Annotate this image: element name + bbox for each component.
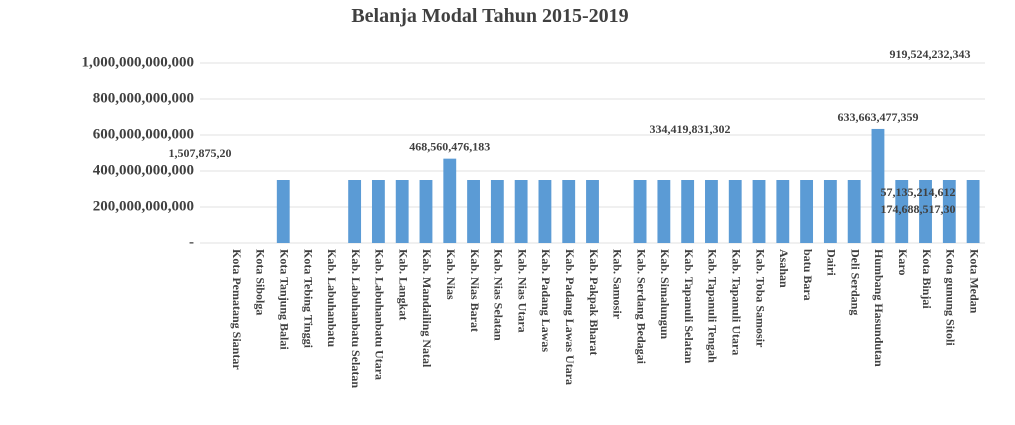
x-tick-label: Kab. Serdang Bedagai — [634, 249, 648, 365]
bar — [395, 180, 409, 243]
x-tick-label: Dairi — [825, 249, 839, 276]
annotation: 919,524,232,343 — [890, 47, 971, 61]
x-tick-label: Kota Pematang Siantar — [230, 249, 244, 370]
x-tick-label: batu Bara — [801, 249, 815, 301]
x-tick-label: Karo — [896, 249, 910, 275]
x-tick-label: Kab. Langkat — [396, 249, 410, 320]
bar — [633, 180, 647, 243]
bar — [776, 180, 790, 243]
x-tick-label: Kab. Mandailing Natal — [420, 249, 434, 368]
x-tick-label: Kab. Nias Barat — [468, 249, 482, 332]
bar — [657, 180, 671, 243]
bar — [681, 180, 695, 243]
bar — [562, 180, 576, 243]
bar — [514, 180, 528, 243]
bar — [847, 180, 861, 243]
bar — [752, 180, 766, 243]
bar — [705, 180, 718, 243]
annotation: 334,419,831,302 — [650, 122, 731, 136]
x-tick-label: Kab. Nias Utara — [515, 249, 529, 333]
bar — [586, 180, 599, 243]
bar — [966, 180, 980, 243]
x-tick-label: Asahan — [777, 249, 791, 288]
annotation: 57,135,214,612 — [881, 185, 956, 199]
x-tick-label: Kota Binjai — [920, 249, 934, 309]
bar — [371, 180, 385, 243]
x-tick-label: Kab. Tapanuli Tengah — [706, 249, 720, 363]
chart-title: Belanja Modal Tahun 2015-2019 — [351, 5, 628, 27]
x-tick-label: Kab. Labuhanbatu Selatan — [349, 249, 363, 388]
bar — [467, 180, 480, 243]
bar — [728, 180, 742, 243]
bar — [348, 180, 362, 243]
bar — [823, 180, 837, 243]
x-tick-label: Kab. Simalungun — [658, 249, 672, 339]
x-tick-label: Kota gunung Sitoli — [944, 249, 958, 346]
annotation: 1,507,875,20 — [169, 146, 232, 160]
bar — [871, 128, 885, 243]
y-tick-label: 1,000,000,000,000 — [82, 54, 195, 70]
x-tick-label: Kab. Nias Selatan — [492, 249, 506, 341]
bar — [919, 180, 932, 243]
x-tick-label: Kab. Pakpak Bharat — [587, 249, 601, 355]
x-tick-label: Kab. Samosir — [611, 249, 625, 320]
x-tick-label: Humbang Hasundutan — [872, 249, 886, 367]
x-tick-label: Kota Medan — [967, 249, 981, 314]
x-tick-label: Kab. Padang Lawas Utara — [563, 249, 577, 385]
bar — [538, 180, 552, 243]
bar — [800, 180, 814, 243]
bar — [490, 180, 504, 243]
y-tick-label: 200,000,000,000 — [93, 198, 194, 214]
x-tick-label: Kab. Nias — [444, 249, 458, 300]
value-label: 633,663,477,359 — [837, 110, 918, 124]
x-tick-label: Kab. Labuhanbatu Utara — [373, 249, 387, 380]
value-label: 468,560,476,183 — [409, 140, 490, 154]
x-tick-label: Kota Tebing Tinggi — [301, 249, 315, 349]
y-tick-label: 600,000,000,000 — [93, 126, 194, 142]
annotation: 174,688,517,30 — [881, 202, 956, 216]
bar — [895, 180, 909, 243]
y-tick-label: - — [189, 234, 194, 250]
bar — [443, 158, 457, 243]
bar — [419, 180, 433, 243]
x-tick-label: Kab. Padang Lawas — [539, 249, 553, 352]
x-tick-label: Kota Sibolga — [254, 249, 268, 315]
y-tick-label: 400,000,000,000 — [93, 162, 194, 178]
x-tick-label: Kab. Tapanuli Utara — [729, 249, 743, 355]
x-tick-label: Deli Serdang — [848, 249, 862, 315]
x-tick-label: Kab. Tapanuli Selatan — [682, 249, 696, 364]
bar — [942, 180, 956, 243]
x-tick-label: Kab. Labuhanbatu — [325, 249, 339, 347]
bar — [276, 180, 290, 243]
x-tick-label: Kota Tanjung Balai — [278, 249, 292, 350]
x-tick-label: Kab. Toba Samosir — [753, 249, 767, 348]
y-tick-label: 800,000,000,000 — [93, 90, 194, 106]
